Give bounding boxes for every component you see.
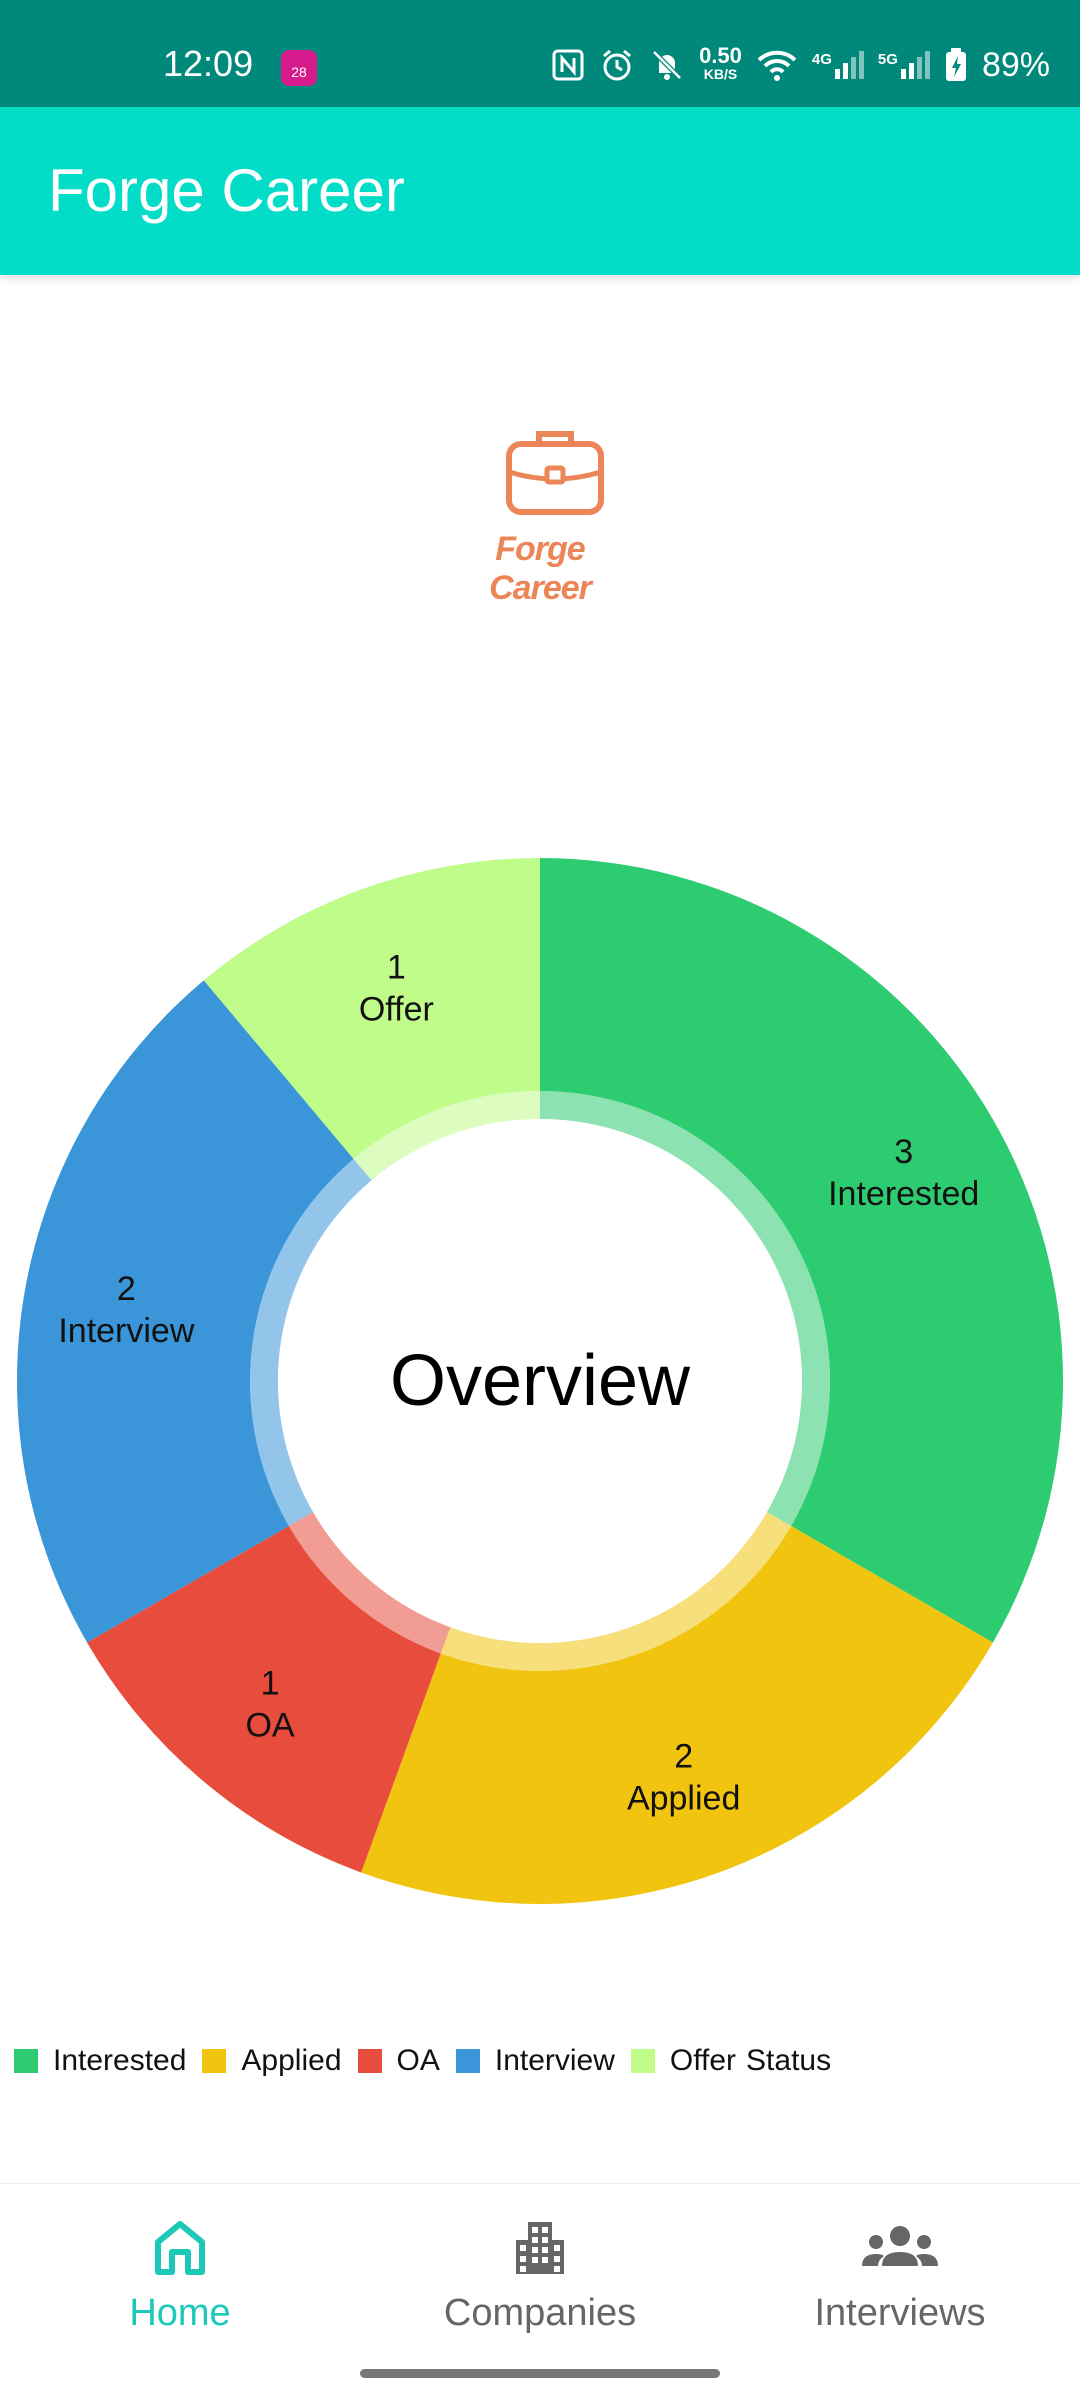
- nav-interviews[interactable]: Interviews: [720, 2184, 1080, 2374]
- legend-swatch: [357, 2049, 382, 2073]
- alarm-icon: [603, 49, 632, 81]
- legend-item-offer: Offer: [630, 2044, 737, 2078]
- network-speed: 0.50 KB/S: [699, 43, 742, 83]
- legend-label: Applied: [241, 2044, 342, 2077]
- building-icon: [516, 2222, 564, 2274]
- nav-interviews-label: Interviews: [814, 2292, 986, 2334]
- slice-ring-interested: [540, 1091, 830, 1526]
- signal-5g-label: 5G: [877, 51, 898, 68]
- nav-companies[interactable]: Companies: [360, 2184, 720, 2374]
- slice-label-offer: 1 Offer: [359, 948, 434, 1028]
- slice-label-applied: 2 Applied: [627, 1738, 740, 1818]
- slice-interview[interactable]: [16, 980, 354, 1643]
- legend-swatch: [14, 2049, 38, 2073]
- slice-category-offer: Offer: [359, 990, 434, 1028]
- slice-ring-oa: [288, 1512, 451, 1654]
- legend-label: OA: [396, 2044, 440, 2077]
- slice-ring-applied: [440, 1512, 792, 1671]
- legend-swatch: [202, 2049, 227, 2073]
- signal-4g-label: 4G: [811, 51, 832, 68]
- slice-category-interested: Interested: [828, 1175, 979, 1213]
- slice-ring-interview: [249, 1158, 372, 1526]
- nav-home-label: Home: [129, 2292, 231, 2334]
- slice-value-interested: 3: [894, 1133, 913, 1171]
- legend-item-applied: Applied: [202, 2044, 342, 2078]
- group-icon: [862, 2226, 938, 2266]
- legend-swatch: [455, 2049, 480, 2073]
- slice-value-offer: 1: [387, 948, 406, 986]
- battery-percent: 89%: [981, 46, 1050, 84]
- slice-value-applied: 2: [674, 1738, 693, 1776]
- legend-label: Offer: [669, 2044, 737, 2077]
- slice-category-interview: Interview: [58, 1312, 194, 1350]
- slice-label-oa: 1 OA: [245, 1665, 294, 1745]
- slice-oa[interactable]: [87, 1526, 441, 1873]
- slice-offer[interactable]: [203, 858, 540, 1159]
- slice-value-interview: 2: [117, 1270, 136, 1308]
- bottom-navigation: Home Companies Interviews: [0, 2183, 1080, 2401]
- home-indicator: [360, 2369, 720, 2378]
- calendar-icon: 28: [281, 50, 317, 86]
- slice-interested[interactable]: [540, 858, 1063, 1643]
- app-title: Forge Career: [48, 157, 405, 224]
- legend-item-interested: Interested: [14, 2044, 186, 2078]
- legend-label: Interested: [53, 2044, 187, 2077]
- slice-value-oa: 1: [261, 1665, 280, 1703]
- network-speed-value: 0.50: [699, 43, 742, 68]
- legend-title: Status: [746, 2044, 832, 2077]
- network-speed-unit: KB/S: [703, 66, 738, 82]
- nav-companies-label: Companies: [443, 2292, 637, 2334]
- wifi-icon: [757, 50, 797, 81]
- slice-applied[interactable]: [361, 1526, 993, 1904]
- overview-donut-chart: 3 Interested 2 Applied 1 OA 2 Interview 1 Offer O…: [16, 858, 1063, 1904]
- chart-legend: Interested Applied OA Interview Offer Status: [14, 2038, 831, 2084]
- status-time: 12:09: [163, 43, 254, 84]
- signal-5g: 5G: [878, 51, 930, 79]
- app-bar: Forge Career: [0, 107, 1080, 275]
- mute-icon: [652, 50, 682, 80]
- chart-title: Overview: [390, 1341, 691, 1421]
- legend-item-oa: OA: [357, 2044, 440, 2078]
- nfc-icon: [552, 49, 584, 81]
- slice-ring-offer: [353, 1091, 540, 1181]
- logo-text: Forge Career: [489, 530, 592, 607]
- signal-4g: 4G: [812, 51, 864, 79]
- briefcase-icon: [506, 431, 604, 515]
- status-bar: 12:09 28 0.50 KB/S 4G: [0, 0, 1080, 107]
- legend-item-interview: Interview: [455, 2044, 615, 2078]
- home-icon: [155, 2221, 205, 2275]
- nav-home[interactable]: Home: [0, 2184, 360, 2374]
- battery-icon: [945, 48, 966, 81]
- slice-label-interview: 2 Interview: [58, 1270, 194, 1350]
- donut-hole: [278, 1119, 802, 1643]
- slice-category-applied: Applied: [627, 1780, 740, 1818]
- legend-label: Interview: [494, 2044, 615, 2077]
- slice-label-interested: 3 Interested: [828, 1133, 979, 1213]
- app-logo: Forge Career: [460, 428, 620, 607]
- legend-swatch: [630, 2049, 655, 2073]
- slice-category-oa: OA: [245, 1707, 294, 1745]
- status-icons: 0.50 KB/S 4G 5G 89%: [551, 40, 1050, 90]
